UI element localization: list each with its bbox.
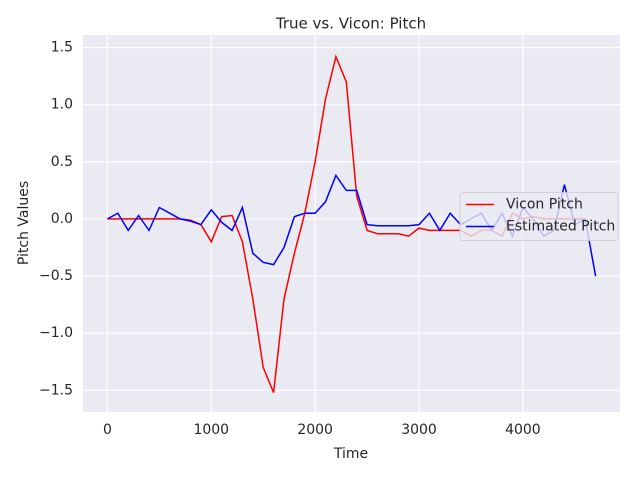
x-axis-label: Time	[333, 446, 368, 462]
y-tick-label: 0.0	[51, 211, 73, 227]
legend-label: Vicon Pitch	[506, 197, 583, 213]
y-tick-label: −1.0	[39, 325, 73, 341]
x-tick-label: 0	[103, 422, 112, 438]
x-tick-label: 3000	[401, 422, 437, 438]
y-tick-label: 1.0	[51, 97, 73, 113]
y-tick-label: −0.5	[39, 268, 73, 284]
y-axis-label: Pitch Values	[16, 181, 32, 265]
x-tick-label: 1000	[193, 422, 229, 438]
x-tick-label: 4000	[505, 422, 541, 438]
y-tick-label: 1.5	[51, 40, 73, 56]
legend-label: Estimated Pitch	[506, 219, 615, 235]
chart-title: True vs. Vicon: Pitch	[275, 15, 426, 33]
x-tick-label: 2000	[297, 422, 333, 438]
y-tick-label: 0.5	[51, 154, 73, 170]
legend-box	[459, 192, 619, 241]
y-tick-label: −1.5	[39, 382, 73, 398]
